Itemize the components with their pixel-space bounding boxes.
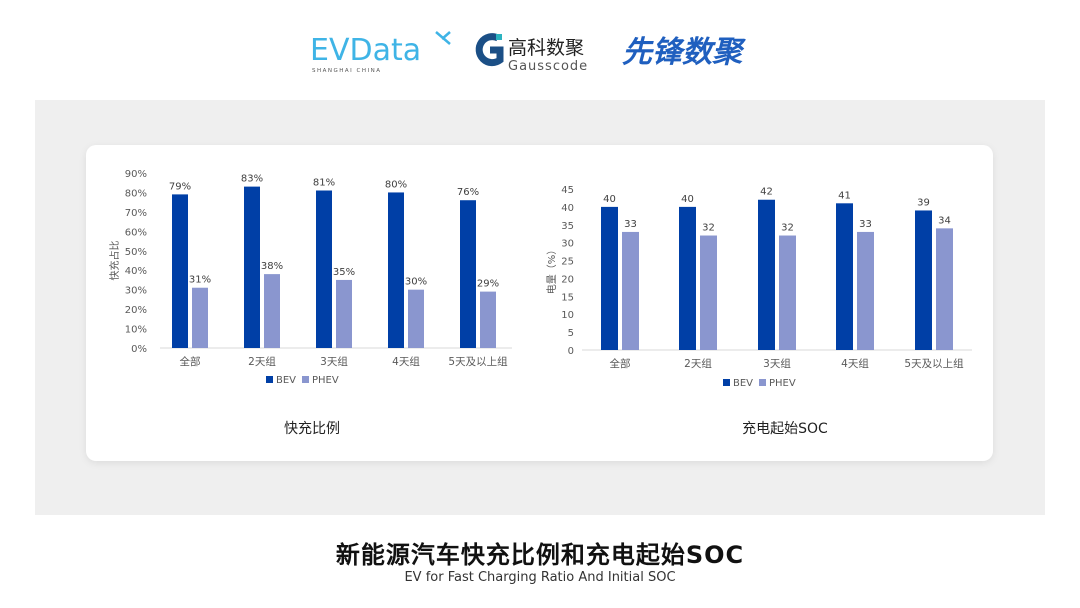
- y-tick-label: 90%: [125, 169, 147, 180]
- data-label: 76%: [457, 187, 479, 198]
- x-tick-label: 4天组: [392, 355, 420, 368]
- x-tick-label: 全部: [610, 357, 631, 370]
- gausscode-logo: 高科数聚 Gausscode: [475, 33, 588, 74]
- data-label: 32: [781, 223, 794, 234]
- data-label: 33: [859, 219, 872, 230]
- y-tick-label: 80%: [125, 188, 147, 199]
- y-tick-label: 45: [561, 185, 574, 196]
- x-tick-label: 2天组: [684, 357, 712, 370]
- y-tick-label: 40%: [125, 266, 147, 277]
- legend-label: BEV: [733, 378, 753, 389]
- svg-text:EVData: EVData: [310, 33, 421, 68]
- y-tick-label: 60%: [125, 227, 147, 238]
- svg-text:高科数聚: 高科数聚: [508, 37, 584, 59]
- x-tick-label: 4天组: [841, 357, 869, 370]
- bev-bar: [915, 210, 932, 350]
- sub-title: EV for Fast Charging Ratio And Initial S…: [404, 570, 676, 585]
- x-tick-label: 3天组: [320, 355, 348, 368]
- y-tick-label: 0: [568, 346, 574, 357]
- y-axis-label: 电量（%）: [545, 245, 558, 295]
- y-tick-label: 15: [561, 292, 574, 303]
- data-label: 42: [760, 187, 773, 198]
- bev-bar: [601, 206, 618, 350]
- x-tick-label: 5天及以上组: [448, 355, 508, 368]
- data-label: 80%: [385, 179, 407, 190]
- legend-swatch-bev: [723, 379, 730, 386]
- y-tick-label: 20%: [125, 305, 147, 316]
- phev-bar: [622, 231, 639, 350]
- y-tick-label: 30%: [125, 286, 147, 297]
- data-label: 31%: [189, 275, 211, 286]
- logos: EVData SHANGHAI CHINA 高科数聚 Gausscode 先锋数…: [310, 31, 746, 74]
- legend-swatch-bev: [266, 376, 273, 383]
- data-label: 39: [917, 197, 930, 208]
- data-label: 40: [603, 194, 616, 205]
- y-tick-label: 35: [561, 221, 574, 232]
- phev-bar: [936, 228, 953, 350]
- phev-bar: [192, 287, 208, 348]
- data-label: 30%: [405, 277, 427, 288]
- data-label: 79%: [169, 181, 191, 192]
- y-tick-label: 10%: [125, 325, 147, 336]
- y-tick-label: 30: [561, 239, 574, 250]
- bev-bar: [460, 200, 476, 348]
- y-tick-label: 40: [561, 203, 574, 214]
- legend-swatch-phev: [302, 376, 309, 383]
- y-tick-label: 5: [568, 328, 574, 339]
- phev-bar: [857, 231, 874, 350]
- y-tick-label: 25: [561, 257, 574, 268]
- bev-bar: [244, 186, 260, 348]
- phev-bar: [408, 289, 424, 348]
- x-tick-label: 全部: [180, 355, 201, 368]
- x-tick-label: 2天组: [248, 355, 276, 368]
- data-label: 40: [681, 194, 694, 205]
- legend-label: PHEV: [312, 375, 339, 386]
- bev-bar: [758, 199, 775, 350]
- bev-bar: [388, 192, 404, 348]
- y-tick-label: 70%: [125, 208, 147, 219]
- data-label: 35%: [333, 267, 355, 278]
- x-tick-label: 5天及以上组: [904, 357, 964, 370]
- data-label: 34: [938, 215, 951, 226]
- bev-bar: [172, 194, 188, 348]
- chart-title: 充电起始SOC: [742, 421, 828, 437]
- main-title: 新能源汽车快充比例和充电起始SOC: [335, 541, 745, 569]
- svg-text:Gausscode: Gausscode: [508, 59, 588, 74]
- data-label: 81%: [313, 178, 335, 189]
- y-tick-label: 0%: [131, 344, 147, 355]
- evdata-logo: EVData SHANGHAI CHINA: [310, 31, 451, 74]
- svg-text:SHANGHAI CHINA: SHANGHAI CHINA: [312, 68, 382, 74]
- bev-bar: [316, 190, 332, 348]
- x-tick-label: 3天组: [763, 357, 791, 370]
- phev-bar: [700, 235, 717, 350]
- data-label: 83%: [241, 174, 263, 185]
- bev-bar: [679, 206, 696, 350]
- legend-label: BEV: [276, 375, 296, 386]
- data-label: 38%: [261, 261, 283, 272]
- data-label: 32: [702, 223, 715, 234]
- legend-label: PHEV: [769, 378, 796, 389]
- y-tick-label: 10: [561, 310, 574, 321]
- y-tick-label: 50%: [125, 247, 147, 258]
- phev-bar: [264, 274, 280, 348]
- bev-bar: [836, 203, 853, 350]
- phev-bar: [336, 279, 352, 348]
- phev-bar: [480, 291, 496, 348]
- data-label: 33: [624, 219, 637, 230]
- svg-text:先锋数聚: 先锋数聚: [622, 35, 746, 70]
- phev-bar: [779, 235, 796, 350]
- logo-bar: EVData SHANGHAI CHINA 高科数聚 Gausscode 先锋数…: [0, 24, 1080, 74]
- chart-title: 快充比例: [284, 421, 340, 437]
- data-label: 41: [838, 190, 851, 201]
- y-axis-label: 快充占比: [108, 241, 121, 281]
- data-label: 29%: [477, 279, 499, 290]
- xianfeng-logo: 先锋数聚: [622, 35, 746, 70]
- legend-swatch-phev: [759, 379, 766, 386]
- y-tick-label: 20: [561, 274, 574, 285]
